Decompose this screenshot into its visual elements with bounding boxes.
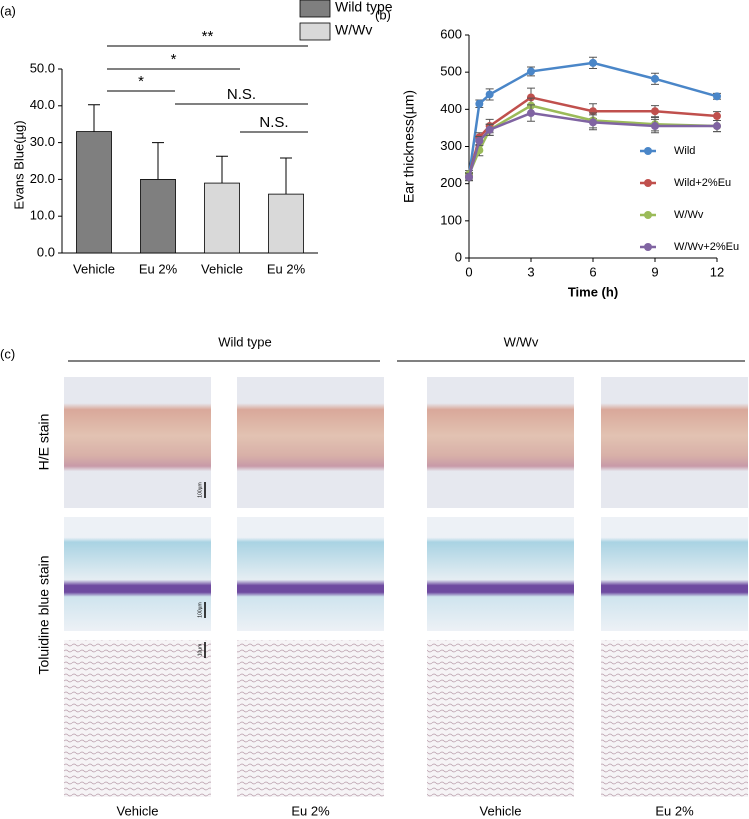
row-label: H/E stain (36, 414, 52, 471)
micrograph (601, 640, 748, 797)
column-label: Vehicle (480, 803, 522, 818)
y-tick-label: 40.0 (30, 97, 55, 112)
error-bar (216, 155, 228, 184)
bar (140, 178, 176, 254)
y-tick-label: 50.0 (30, 60, 55, 75)
histology-panel: Wild type W/Wv H/E stain Toluidine blue sta… (36, 334, 748, 818)
y-tick-label: 500 (440, 64, 462, 79)
y-tick-label: 0 (455, 249, 462, 264)
data-point (651, 122, 659, 131)
group-label: W/Wv (504, 334, 539, 349)
micrograph (64, 377, 211, 508)
x-tick-label: Eu 2% (139, 261, 178, 276)
x-tick-label: 0 (465, 264, 472, 279)
significance-label: N.S. (259, 114, 288, 131)
significance-label: * (138, 73, 144, 90)
y-tick-label: 400 (440, 101, 462, 116)
y-tick-label: 20.0 (30, 171, 55, 186)
data-point (527, 67, 535, 76)
legend-label: W/Wv (335, 22, 372, 38)
micrograph (237, 377, 384, 508)
data-point (651, 74, 659, 83)
row-label: Toluidine blue stain (36, 555, 52, 674)
panel-label: (b) (375, 7, 391, 22)
x-tick-label: 3 (527, 264, 534, 279)
data-point (589, 118, 597, 127)
group-label: Wild type (218, 334, 271, 349)
legend-marker (644, 147, 652, 155)
panel-label: (c) (0, 346, 15, 361)
micrograph (601, 377, 748, 508)
error-bar (152, 142, 164, 180)
x-axis-label: Time (h) (568, 284, 618, 299)
data-point (527, 93, 535, 102)
bar (204, 182, 240, 254)
data-point (485, 125, 494, 134)
data-point (527, 109, 535, 118)
micrograph (601, 517, 748, 631)
y-tick-label: 100 (440, 212, 462, 227)
significance-label: * (171, 51, 177, 68)
micrograph (427, 640, 574, 797)
column-label: Vehicle (117, 803, 159, 818)
x-tick-label: Eu 2% (267, 261, 306, 276)
scale-bar-label: 10µm (197, 644, 203, 657)
legend-label: Wild (674, 145, 695, 157)
micrograph (64, 640, 211, 797)
legend-marker (644, 243, 652, 251)
y-tick-label: 200 (440, 175, 462, 190)
legend-label: W/Wv+2%Eu (674, 241, 739, 253)
column-label: Eu 2% (291, 803, 330, 818)
y-tick-label: 30.0 (30, 134, 55, 149)
y-tick-label: 10.0 (30, 208, 55, 223)
significance-label: N.S. (227, 86, 256, 103)
x-tick-label: 6 (589, 264, 596, 279)
data-point (713, 122, 721, 131)
micrograph (427, 517, 574, 631)
data-point (713, 112, 721, 121)
x-tick-label: Vehicle (73, 261, 115, 276)
micrograph (237, 517, 384, 631)
data-point (475, 136, 484, 145)
y-axis-label: Ear thickness(µm) (401, 90, 417, 203)
legend-label: W/Wv (674, 209, 704, 221)
bar (268, 193, 304, 254)
data-point (475, 99, 484, 108)
data-point (485, 90, 494, 99)
x-tick-label: 12 (710, 264, 724, 279)
data-point (589, 58, 597, 67)
y-tick-label: 600 (440, 26, 462, 41)
significance-label: ** (202, 28, 214, 45)
micrograph (64, 517, 211, 631)
micrograph (427, 377, 574, 508)
y-tick-label: 300 (440, 138, 462, 153)
data-point (465, 172, 473, 181)
scale-bar-label: 100µm (197, 602, 203, 617)
data-point (651, 107, 659, 116)
x-tick-label: 9 (651, 264, 658, 279)
micrograph (237, 640, 384, 797)
legend-label: Wild+2%Eu (674, 177, 731, 189)
y-tick-label: 0.0 (37, 244, 55, 259)
y-axis-label: Evans Blue(µg) (11, 120, 26, 209)
bar (76, 131, 112, 254)
scale-bar-label: 100µm (197, 482, 203, 497)
error-bar (88, 104, 100, 132)
legend-swatch (299, 0, 331, 18)
legend-swatch (299, 22, 331, 41)
error-bar (280, 157, 292, 195)
column-label: Eu 2% (655, 803, 694, 818)
panel-label: (a) (0, 3, 16, 18)
x-tick-label: Vehicle (201, 261, 243, 276)
legend-marker (644, 211, 652, 219)
data-point (713, 92, 721, 101)
legend-label: Wild type (335, 0, 393, 15)
legend-marker (644, 179, 652, 187)
